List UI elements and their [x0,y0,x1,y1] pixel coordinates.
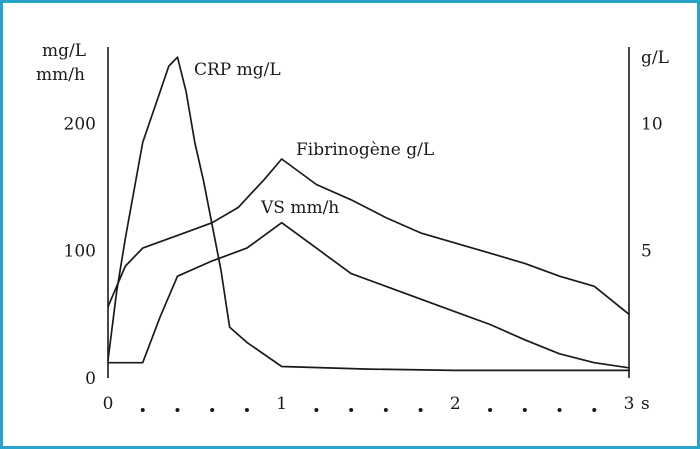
vs-series-label: VS mm/h [260,198,339,218]
x-minor-tick-dot [175,408,180,412]
x-tick-label: 2 [450,394,461,414]
vs-series-line [107,221,630,369]
left-tick-label: 200 [64,114,96,134]
series-lines [107,56,630,372]
fibrinogne-series-line [107,158,630,316]
x-axis-label: s [641,394,650,414]
crp-series-line [107,56,630,372]
x-minor-ticks [140,408,597,412]
x-minor-tick-dot [592,408,597,412]
right-tick-label: 5 [641,242,652,262]
crp-series-label: CRP mg/L [194,60,281,80]
x-tick-label: 3 [624,394,635,414]
left-tick-labels: 0 100 200 [64,114,96,389]
x-minor-tick-dot [140,408,145,412]
x-tick-label: 1 [276,394,287,414]
x-minor-tick-dot [349,408,354,412]
x-minor-tick-dot [418,408,423,412]
x-minor-tick-dot [314,408,319,412]
left-tick-label: 0 [85,369,96,389]
x-minor-tick-dot [522,408,527,412]
right-tick-labels: 5 10 [641,114,663,261]
fibrinogen-series-label: Fibrinogène g/L [296,140,434,160]
x-minor-tick-dot [210,408,215,412]
left-axis-label-line-2: mm/h [36,65,85,85]
left-axis-label-line-1: mg/L [42,41,86,61]
x-minor-tick-dot [488,408,493,412]
x-tick-labels: 0 1 2 3 [103,394,635,414]
right-axis-label: g/L [641,48,669,68]
x-minor-tick-dot [383,408,388,412]
x-minor-tick-dot [244,408,249,412]
right-tick-label: 10 [641,114,663,134]
x-tick-label: 0 [103,394,114,414]
x-minor-tick-dot [557,408,562,412]
left-tick-label: 100 [64,242,96,262]
